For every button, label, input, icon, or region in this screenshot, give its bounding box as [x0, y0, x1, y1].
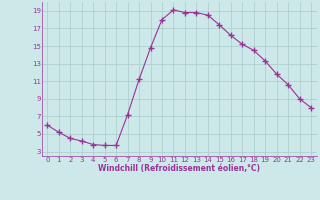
X-axis label: Windchill (Refroidissement éolien,°C): Windchill (Refroidissement éolien,°C)	[98, 164, 260, 173]
